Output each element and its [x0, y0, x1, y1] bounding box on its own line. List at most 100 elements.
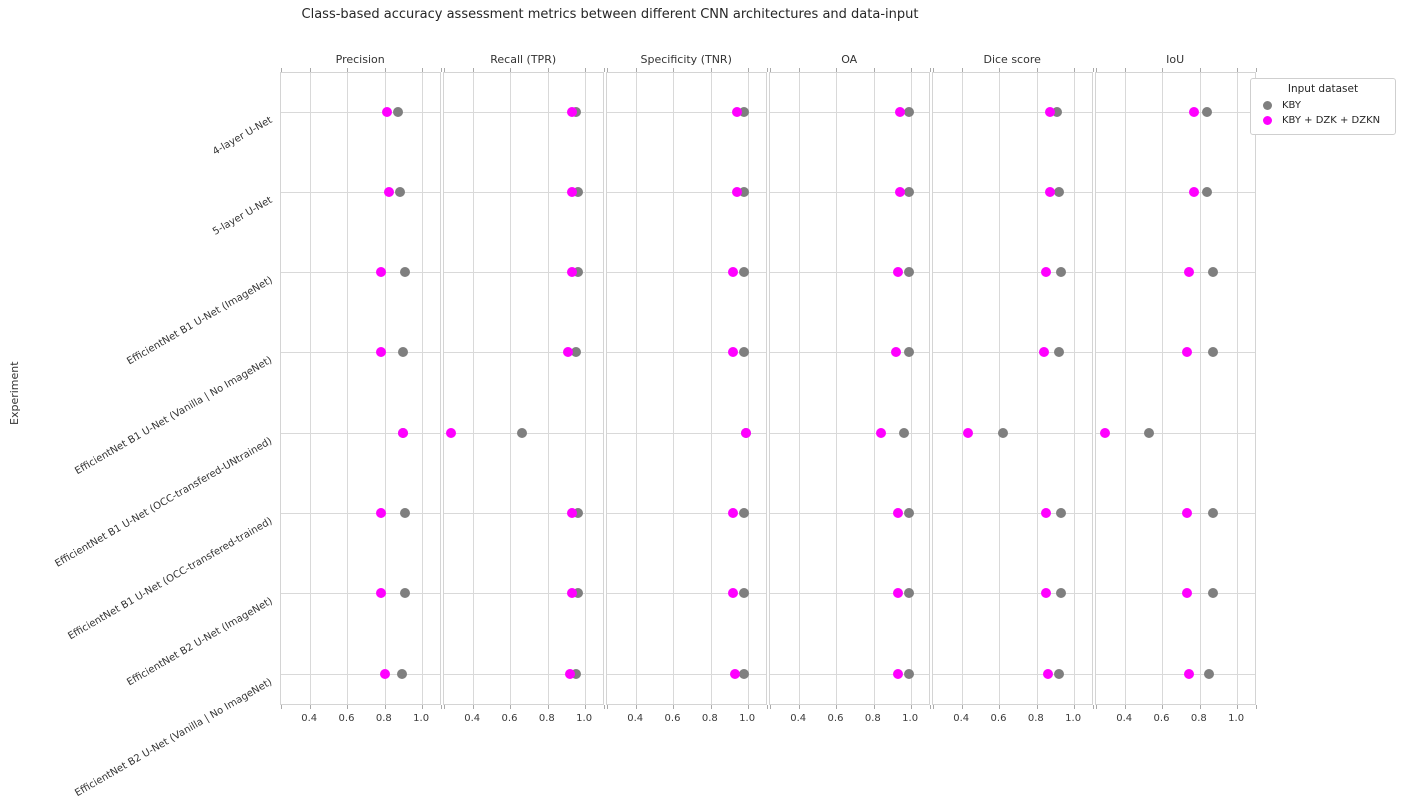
x-tick-label: 1.0: [1065, 713, 1082, 724]
data-point-kby-dzk-dzkn: [731, 186, 742, 197]
y-gridline: [1095, 513, 1255, 514]
data-point-kby: [904, 267, 915, 278]
data-point-kby-dzk-dzkn: [893, 668, 904, 679]
x-edge-tick: [440, 705, 442, 709]
y-gridline: [1095, 111, 1255, 113]
category-label: 5-layer U-Net: [211, 194, 275, 238]
x-tick-label: 1.0: [1228, 713, 1245, 724]
y-gridline: [280, 513, 440, 514]
x-edge-tick: [603, 705, 605, 709]
data-point-kby-dzk-dzkn: [728, 508, 739, 518]
y-gridline: [606, 191, 766, 193]
x-tick: [962, 705, 964, 709]
data-point-kby: [904, 588, 915, 599]
y-gridline: [769, 593, 929, 595]
data-point-kby: [1204, 668, 1215, 679]
y-gridline: [606, 673, 766, 675]
data-point-kby: [396, 668, 407, 679]
x-tick: [510, 68, 512, 72]
x-tick: [799, 68, 801, 72]
x-gridline: [310, 73, 312, 704]
data-point-kby-dzk-dzkn: [1041, 588, 1052, 599]
data-point-kby-dzk-dzkn: [893, 508, 904, 518]
x-gridline: [911, 73, 913, 704]
category-label: EfficientNet B1 U-Net (OCC-transfered-UN…: [53, 435, 275, 570]
y-gridline: [280, 673, 440, 675]
data-point-kby: [398, 347, 409, 358]
x-gridline: [422, 73, 424, 704]
data-point-kby-dzk-dzkn: [376, 347, 387, 358]
x-tick: [1074, 705, 1076, 709]
x-edge-tick: [280, 705, 282, 709]
x-gridline: [473, 73, 475, 704]
x-tick: [422, 68, 424, 72]
data-point-kby-dzk-dzkn: [1041, 267, 1052, 278]
x-tick-label: 0.6: [827, 713, 844, 724]
x-edge-tick: [932, 68, 934, 72]
data-point-kby-dzk-dzkn: [567, 106, 578, 117]
x-edge-tick: [766, 705, 768, 709]
data-point-kby: [400, 508, 411, 518]
data-point-kby-dzk-dzkn: [567, 588, 578, 599]
x-edge-tick: [443, 68, 445, 72]
facet-panel: [931, 68, 1094, 709]
x-tick-label: 0.4: [464, 713, 481, 724]
data-point-kby: [739, 347, 750, 358]
y-gridline: [606, 352, 766, 354]
category-label: EfficientNet B1 U-Net (ImageNet): [125, 274, 275, 368]
legend-entry-label: KBY + DZK + DZKN: [1282, 115, 1381, 126]
facet-title: Dice score: [983, 53, 1041, 66]
x-edge-tick: [766, 68, 768, 72]
x-tick: [748, 705, 750, 709]
x-gridline: [1074, 73, 1076, 704]
facet-panel: [768, 68, 931, 709]
data-point-kby-dzk-dzkn: [893, 588, 904, 599]
x-tick: [422, 705, 424, 709]
y-gridline: [932, 272, 1092, 274]
data-point-kby: [904, 508, 915, 518]
legend-marker-icon: [1263, 116, 1272, 125]
data-point-kby: [570, 347, 581, 358]
x-gridline: [547, 73, 549, 704]
data-point-kby-dzk-dzkn: [379, 668, 390, 679]
x-tick-label: 1.0: [902, 713, 919, 724]
x-tick: [999, 705, 1001, 709]
data-point-kby: [898, 427, 909, 438]
x-tick: [347, 705, 349, 709]
data-point-kby-dzk-dzkn: [730, 668, 741, 679]
data-point-kby-dzk-dzkn: [891, 347, 902, 358]
y-gridline: [443, 191, 603, 193]
data-point-kby: [1054, 347, 1065, 358]
x-tick: [310, 705, 312, 709]
data-point-kby: [904, 668, 915, 679]
data-point-kby-dzk-dzkn: [445, 427, 456, 438]
x-gridline: [510, 73, 512, 704]
y-gridline: [932, 593, 1092, 595]
x-tick: [547, 705, 549, 709]
x-gridline: [1237, 73, 1239, 704]
x-tick: [636, 705, 638, 709]
x-gridline: [585, 73, 587, 704]
y-gridline: [280, 352, 440, 354]
facet-panel: [605, 68, 768, 709]
x-tick-label: 0.8: [375, 713, 392, 724]
data-point-kby: [904, 106, 915, 117]
y-gridline: [606, 593, 766, 595]
x-tick: [347, 68, 349, 72]
data-point-kby: [1056, 588, 1067, 599]
data-point-kby-dzk-dzkn: [894, 106, 905, 117]
x-tick: [836, 705, 838, 709]
legend: Input dataset KBY KBY + DZK + DZKN: [1250, 78, 1396, 135]
facet-title: IoU: [1166, 53, 1185, 66]
data-point-kby-dzk-dzkn: [381, 106, 392, 117]
y-gridline: [606, 111, 766, 113]
data-point-kby-dzk-dzkn: [731, 106, 742, 117]
data-point-kby-dzk-dzkn: [1183, 668, 1194, 679]
data-point-kby: [1202, 106, 1213, 117]
x-tick: [962, 68, 964, 72]
facet-title: OA: [841, 53, 858, 66]
x-edge-tick: [932, 705, 934, 709]
data-point-kby-dzk-dzkn: [567, 508, 578, 518]
x-tick-label: 1.0: [576, 713, 593, 724]
data-point-kby-dzk-dzkn: [1042, 668, 1053, 679]
